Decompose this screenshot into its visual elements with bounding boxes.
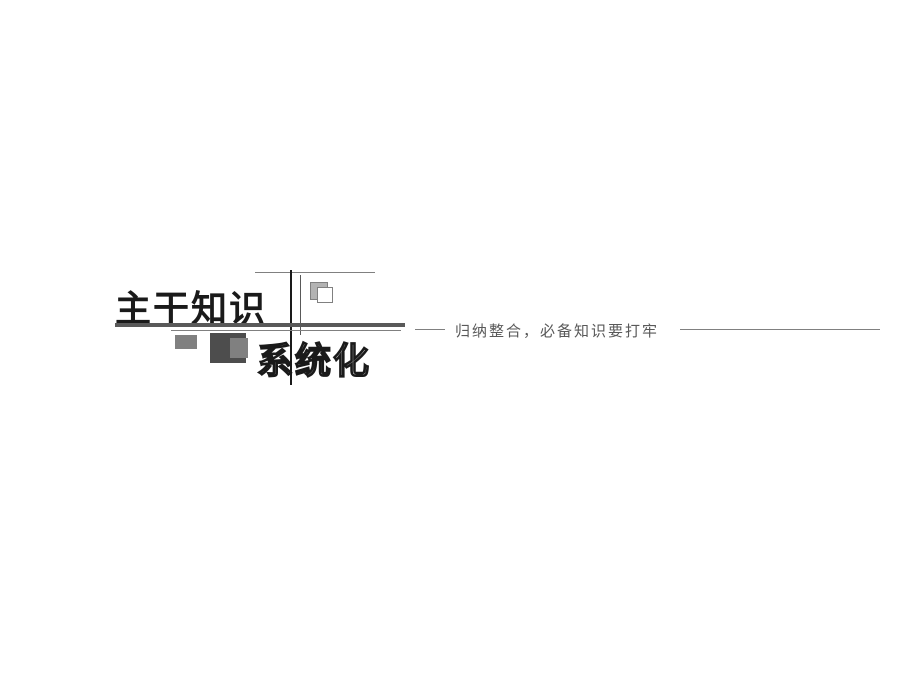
subtitle-leader-line-left bbox=[415, 329, 445, 330]
decor-square-left-overlay bbox=[230, 338, 248, 358]
section-heading: 主干知识 系统化 归纳整合，必备知识要打牢 bbox=[115, 280, 815, 400]
decor-line-thin bbox=[171, 330, 401, 331]
decor-line-thick bbox=[115, 323, 405, 327]
decor-square-top-inner bbox=[317, 287, 333, 303]
decor-square-left-small bbox=[175, 335, 197, 349]
heading-subtitle: 归纳整合，必备知识要打牢 bbox=[455, 320, 659, 341]
heading-line2: 系统化 bbox=[257, 332, 371, 384]
decor-line-top bbox=[255, 272, 375, 273]
subtitle-leader-line-right bbox=[680, 329, 880, 330]
